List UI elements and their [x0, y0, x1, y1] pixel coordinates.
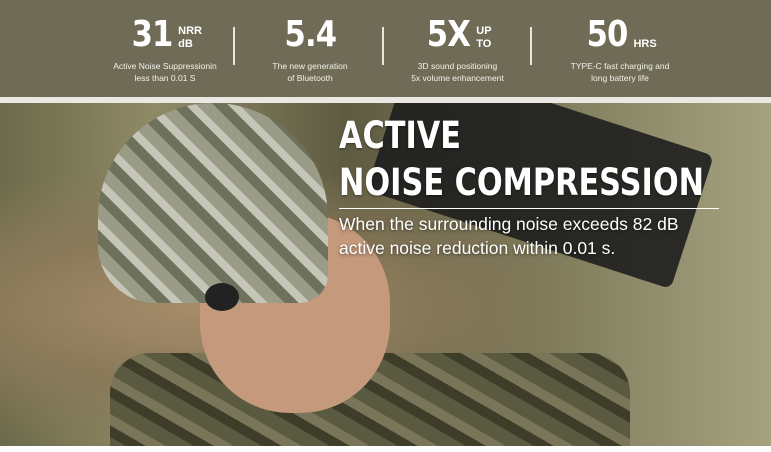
stat-battery: 50 HRS TYPE-C fast charging and long batte…	[545, 14, 695, 84]
subheadline-line-1: When the surrounding noise exceeds 82 dB	[339, 214, 679, 234]
stat-value: 5X	[427, 14, 471, 55]
divider	[233, 27, 235, 65]
stat-volume: 5X UP TO 3D sound positioning 5x volume enh…	[385, 14, 530, 84]
headline-underline	[339, 208, 719, 209]
headline-line-1: ACTIVE	[339, 114, 461, 157]
divider	[530, 27, 532, 65]
soldier-photo	[0, 103, 771, 446]
feature-banner: 31 NRR dB Active Noise Suppressionin less t…	[0, 0, 771, 97]
headline: ACTIVE NOISE COMPRESSION	[339, 112, 704, 206]
stat-value: 50	[586, 14, 629, 55]
stat-desc: 3D sound positioning 5x volume enhancemen…	[411, 61, 504, 83]
subheadline: When the surrounding noise exceeds 82 dB…	[339, 212, 679, 260]
stat-unit: UP TO	[476, 25, 492, 50]
stat-value: 31	[131, 14, 174, 55]
banner-border	[0, 97, 771, 103]
stat-unit: HRS	[633, 38, 657, 50]
stat-bluetooth: 5.4 The new generation of Bluetooth	[240, 14, 380, 84]
stat-nrr: 31 NRR dB Active Noise Suppressionin less t…	[90, 14, 240, 84]
headline-line-2: NOISE COMPRESSION	[339, 161, 705, 204]
stat-desc: The new generation of Bluetooth	[272, 61, 348, 83]
stat-unit: NRR dB	[178, 25, 202, 50]
camouflage-cap	[98, 103, 328, 303]
divider	[382, 27, 384, 65]
stat-desc: TYPE-C fast charging and long battery lif…	[570, 61, 670, 83]
stat-value: 5.4	[284, 14, 337, 55]
stat-desc: Active Noise Suppressionin less than 0.01…	[113, 61, 217, 83]
subheadline-line-2: active noise reduction within 0.01 s.	[339, 238, 616, 258]
earbud-icon	[205, 283, 239, 311]
